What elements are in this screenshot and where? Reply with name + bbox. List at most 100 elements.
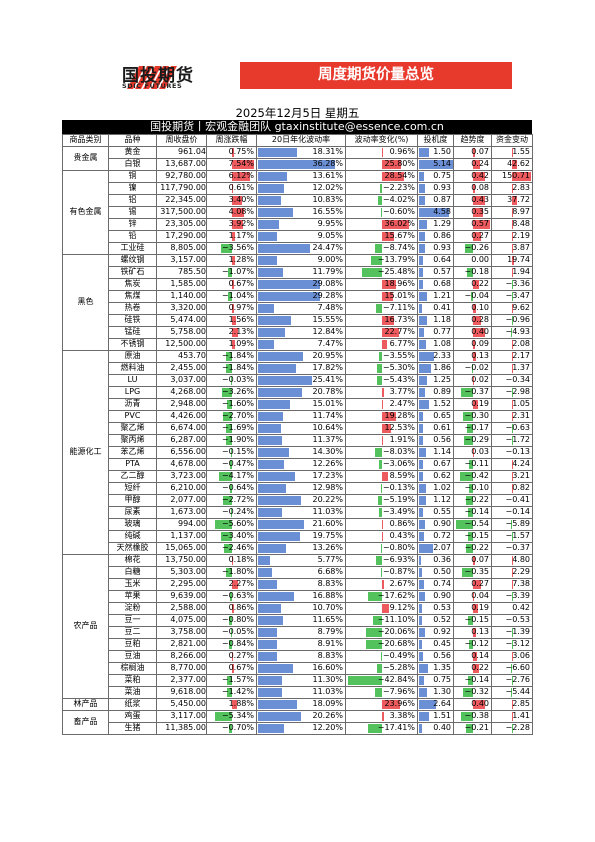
chg-bar (215, 712, 232, 721)
vol-bar (258, 436, 283, 445)
vol-value: 29.28% (312, 291, 343, 301)
product-name: 焦炭 (108, 278, 157, 291)
volchg-cell: −25.48% (345, 266, 418, 279)
spec-value: 0.87 (433, 195, 451, 205)
table-row: 生猪 11,385.00 −0.70% 12.20% −17.41% 0.40 −0.21 −… (63, 722, 533, 735)
spec-cell: 0.89 (417, 386, 454, 399)
chg-value: 1.17% (228, 231, 254, 241)
volchg-bar (378, 508, 382, 517)
fund-value: 1.41 (512, 711, 530, 721)
trend-cell: 0.03 (453, 446, 492, 459)
vol-value: 9.05% (317, 231, 343, 241)
vol-value: 15.01% (312, 399, 343, 409)
product-name: 白银 (108, 158, 157, 171)
volchg-value: −17.62% (377, 591, 415, 601)
chg-value: −1.84% (221, 363, 254, 373)
trend-value: −0.21 (464, 723, 489, 733)
spec-bar (419, 268, 423, 277)
chg-cell: −1.84% (206, 362, 257, 375)
product-name: LU (108, 374, 157, 387)
trend-bar (467, 424, 473, 433)
fund-value: 0.82 (512, 483, 530, 493)
fund-cell: −2.28 (491, 722, 533, 735)
trend-bar (467, 532, 473, 541)
volchg-bar (381, 520, 383, 529)
vol-value: 18.09% (312, 699, 343, 709)
trend-bar (472, 448, 474, 457)
volchg-value: −3.55% (382, 351, 415, 361)
vol-value: 25.41% (312, 375, 343, 385)
vol-bar (258, 196, 282, 205)
chg-value: 2.27% (228, 579, 254, 589)
spec-bar (419, 580, 424, 589)
chg-value: 2.13% (228, 327, 254, 337)
trend-cell: −0.02 (453, 362, 492, 375)
fund-value: 2.08 (512, 339, 530, 349)
volchg-value: −5.30% (382, 363, 415, 373)
vol-value: 19.75% (312, 531, 343, 541)
spec-bar (419, 148, 429, 157)
fund-cell: −4.93 (491, 326, 533, 339)
close-price: 994.00 (156, 518, 207, 531)
chg-value: −2.70% (221, 411, 254, 421)
fund-cell: 1.37 (491, 362, 533, 375)
volchg-bar (381, 220, 410, 229)
vol-value: 9.00% (317, 255, 343, 265)
close-price: 8,266.00 (156, 650, 207, 663)
volchg-value: 2.67% (389, 579, 415, 589)
chg-cell: 6.12% (206, 170, 257, 183)
chg-cell: 0.61% (206, 182, 257, 195)
trend-cell: 0.40 (453, 698, 492, 711)
spec-bar (419, 388, 425, 397)
close-price: 1,140.00 (156, 290, 207, 303)
spec-cell: 1.86 (417, 362, 454, 375)
vol-cell: 25.41% (256, 374, 346, 387)
chg-cell: 0.27% (206, 650, 257, 663)
volchg-cell: 0.86% (345, 518, 418, 531)
vol-value: 10.64% (312, 423, 343, 433)
chg-bar (221, 388, 232, 397)
spec-bar (419, 496, 427, 505)
chg-value: −0.84% (221, 639, 254, 649)
chg-bar (230, 508, 232, 517)
volchg-bar (375, 688, 382, 697)
vol-cell: 16.88% (256, 590, 346, 603)
fund-bar (512, 460, 513, 469)
product-name: 锰硅 (108, 326, 157, 339)
fund-cell: 0.42 (491, 602, 533, 615)
chg-cell: 0.97% (206, 302, 257, 315)
volchg-value: 3.38% (389, 711, 415, 721)
spec-cell: 0.86 (417, 230, 454, 243)
category-cell: 农产品 (62, 554, 109, 699)
trend-cell: 0.24 (453, 158, 492, 171)
volchg-value: −4.02% (382, 195, 415, 205)
vol-value: 8.83% (317, 651, 343, 661)
volchg-bar (376, 556, 382, 565)
chg-value: 3.40% (228, 195, 254, 205)
trend-cell: −0.11 (453, 458, 492, 471)
spec-bar (419, 508, 423, 517)
brand-name: 国投期货 (122, 66, 194, 86)
trend-value: 0.42 (471, 171, 489, 181)
vol-value: 17.23% (312, 471, 343, 481)
volchg-cell: 2.67% (345, 578, 418, 591)
product-name: 鸡蛋 (108, 710, 157, 723)
close-price: 3,320.00 (156, 302, 207, 315)
trend-bar (472, 232, 481, 241)
spec-value: 0.64 (433, 255, 451, 265)
fund-cell: 8.97 (491, 206, 533, 219)
trend-bar (468, 508, 473, 517)
volchg-bar (372, 616, 382, 625)
trend-bar (469, 484, 473, 493)
trend-bar (472, 400, 479, 409)
team-banner: 国投期货丨宏观金融团队 gtaxinstitute@essence.com.cn (62, 120, 532, 134)
volchg-cell: 12.53% (345, 422, 418, 435)
spec-cell: 0.77 (417, 326, 454, 339)
close-price: 6,556.00 (156, 446, 207, 459)
vol-bar (258, 688, 282, 697)
fund-cell: −2.76 (491, 674, 533, 687)
trend-value: −0.12 (464, 639, 489, 649)
table-row: 豆油 8,266.00 0.27% 8.83% −0.49% 0.56 0.14 3.06 (63, 650, 533, 663)
volchg-value: −11.10% (377, 615, 415, 625)
table-row: 甲醇 2,077.00 −2.72% 20.22% −5.19% 1.12 −0.22 −0.… (63, 494, 533, 507)
